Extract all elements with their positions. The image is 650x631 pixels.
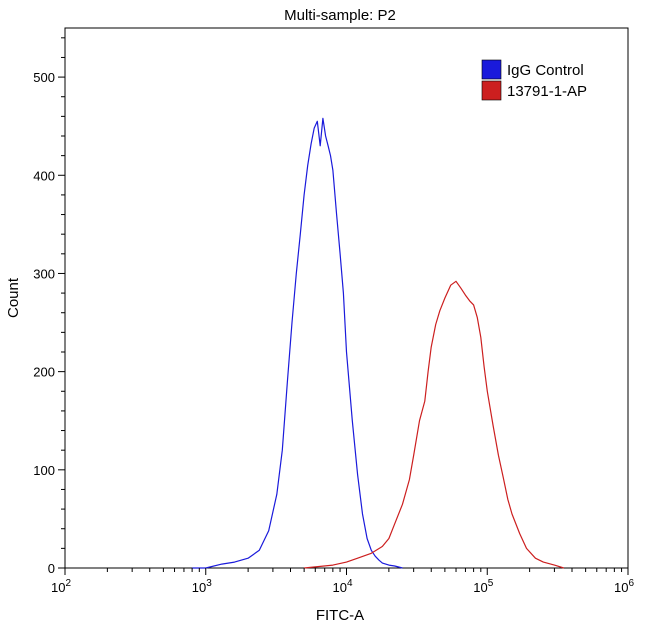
- x-tick-base: 10: [332, 580, 346, 595]
- x-tick-base: 10: [614, 580, 628, 595]
- legend-label: 13791-1-AP: [507, 83, 587, 100]
- x-tick-label: 106: [614, 578, 634, 595]
- x-axis-label: FITC-A: [316, 607, 364, 624]
- legend: IgG Control 13791-1-AP: [481, 59, 587, 101]
- plot-frame: [64, 27, 629, 569]
- x-tick-exponent: 4: [347, 578, 353, 589]
- x-tick-exponent: 2: [65, 578, 71, 589]
- legend-swatch: [481, 59, 502, 80]
- y-tick-label: 400: [33, 168, 55, 183]
- x-tick-label: 102: [51, 578, 71, 595]
- y-tick-label: 200: [33, 365, 55, 380]
- series-layer: [192, 117, 564, 569]
- x-tick-label: 103: [192, 578, 212, 595]
- y-tick-label: 100: [33, 463, 55, 478]
- x-tick-exponent: 5: [488, 578, 494, 589]
- x-tick-base: 10: [192, 580, 206, 595]
- x-tick-exponent: 3: [206, 578, 212, 589]
- x-tick-label: 105: [473, 578, 493, 595]
- y-tick-label: 500: [33, 70, 55, 85]
- series-line-1: [304, 280, 564, 569]
- x-tick-base: 10: [51, 580, 65, 595]
- chart-title: Multi-sample: P2: [284, 7, 396, 24]
- legend-label: IgG Control: [507, 62, 584, 79]
- series-line-0: [192, 117, 403, 569]
- y-tick-label: 0: [48, 561, 55, 576]
- y-tick-label: 300: [33, 266, 55, 281]
- y-axis-label: Count: [5, 277, 22, 318]
- x-tick-base: 10: [473, 580, 487, 595]
- x-tick-label: 104: [332, 578, 352, 595]
- legend-swatch: [481, 80, 502, 101]
- x-tick-exponent: 6: [628, 578, 634, 589]
